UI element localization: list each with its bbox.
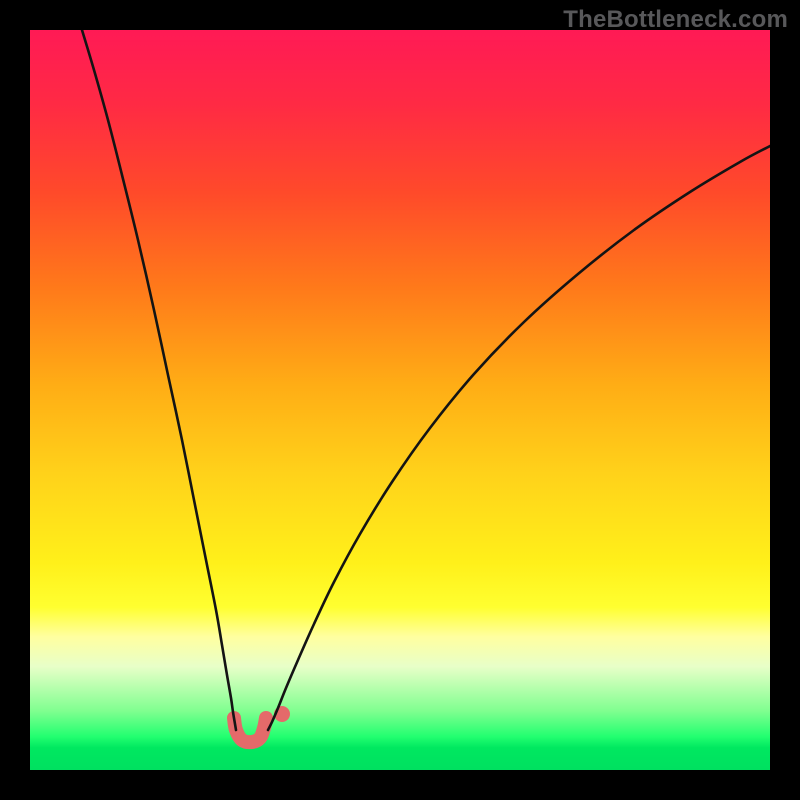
gradient-background <box>30 30 770 770</box>
bottleneck-chart <box>30 30 770 770</box>
watermark-text: TheBottleneck.com <box>563 6 788 34</box>
plot-area <box>30 30 770 770</box>
chart-frame: TheBottleneck.com <box>0 0 800 800</box>
